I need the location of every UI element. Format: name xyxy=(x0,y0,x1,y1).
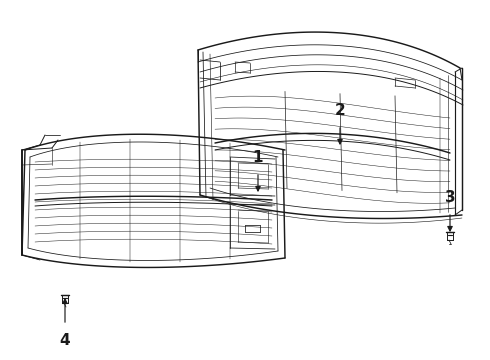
Text: 1: 1 xyxy=(253,150,263,165)
Text: 2: 2 xyxy=(335,103,345,118)
Text: 3: 3 xyxy=(445,190,455,205)
Text: 4: 4 xyxy=(60,333,70,348)
